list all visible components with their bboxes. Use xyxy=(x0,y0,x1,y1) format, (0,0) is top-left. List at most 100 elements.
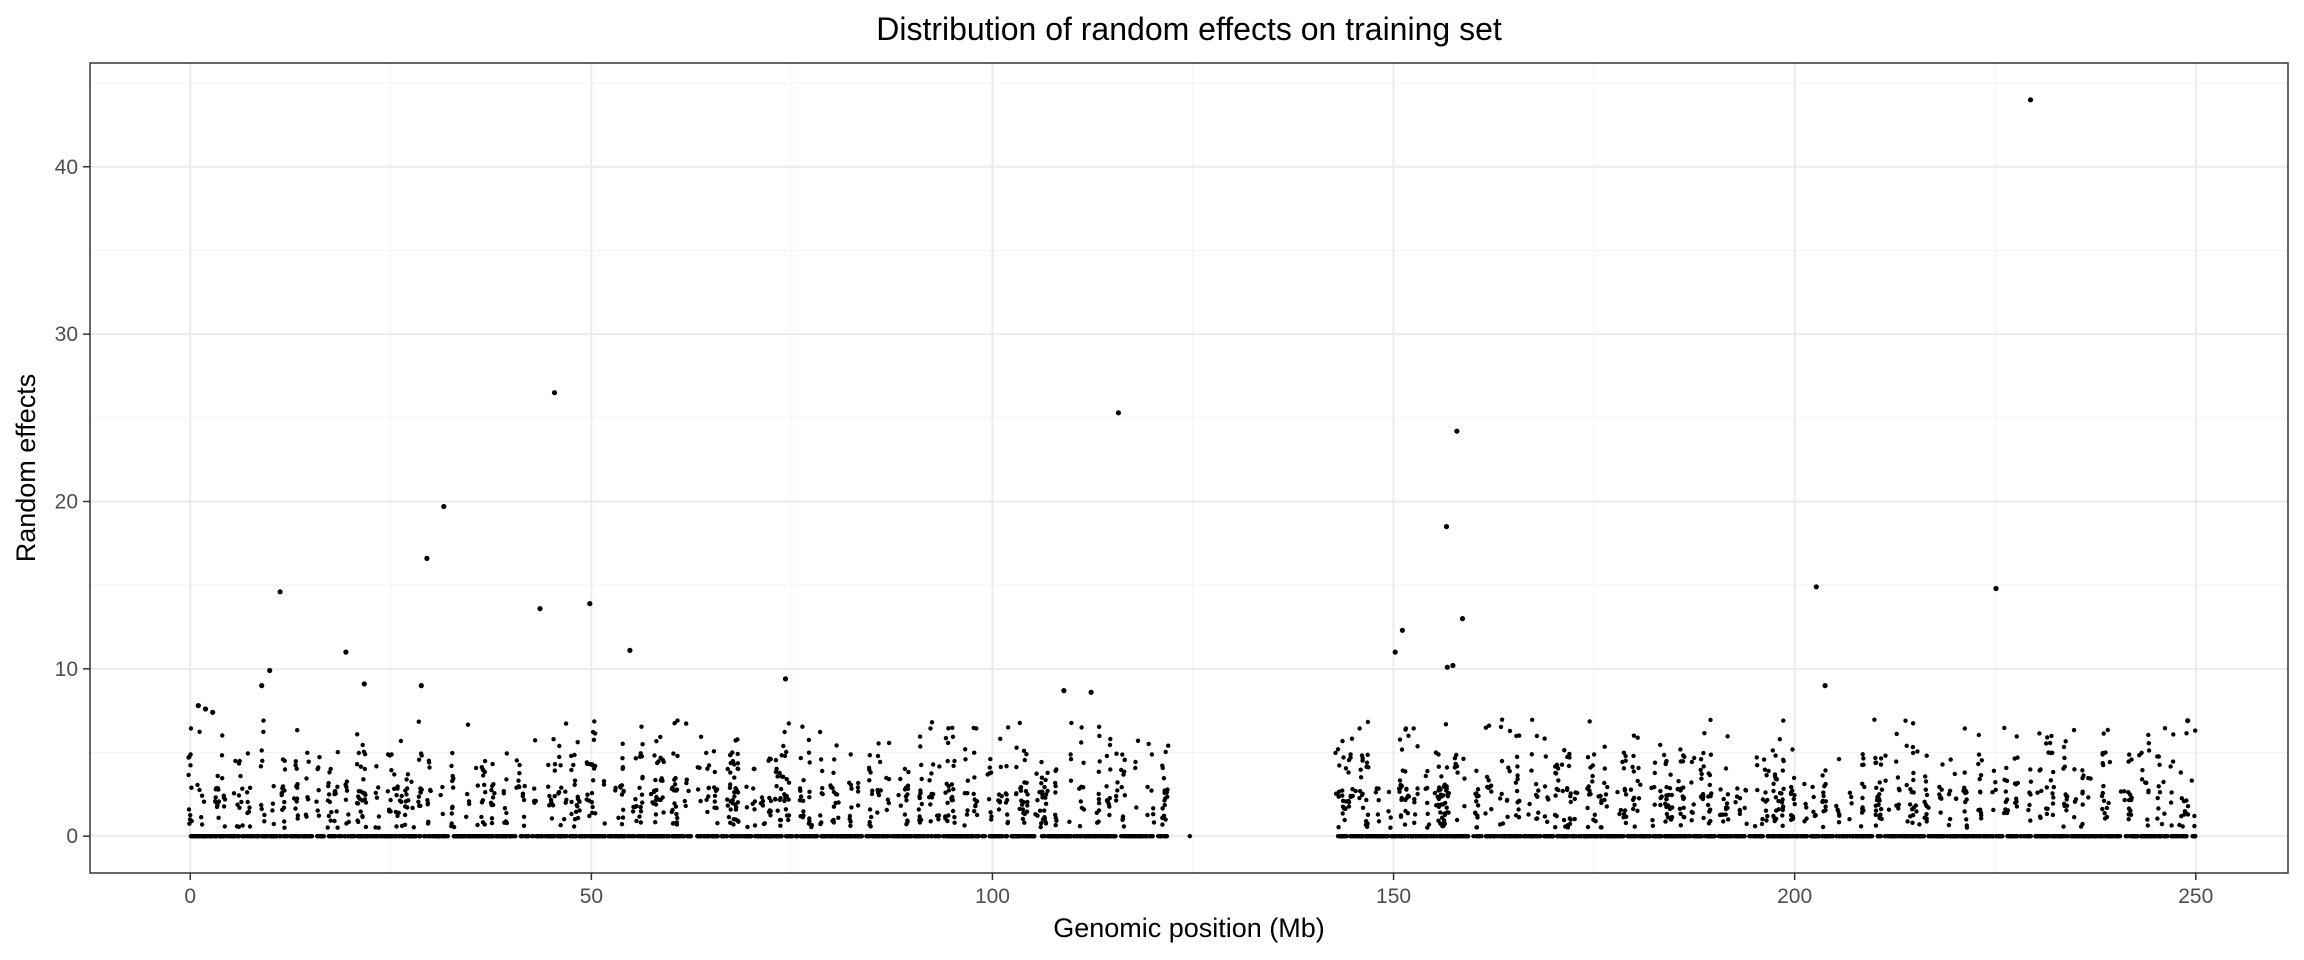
data-point xyxy=(2086,834,2091,839)
data-point xyxy=(389,768,394,773)
data-point xyxy=(1847,817,1852,822)
data-point xyxy=(1721,796,1726,802)
data-point xyxy=(1709,791,1714,796)
data-point xyxy=(504,820,510,826)
data-point xyxy=(280,757,286,762)
data-point xyxy=(1024,752,1029,757)
data-point xyxy=(305,797,311,802)
data-point xyxy=(902,766,908,772)
data-point xyxy=(602,821,607,826)
data-point xyxy=(1349,834,1354,839)
data-point xyxy=(346,819,351,825)
data-point xyxy=(842,834,847,839)
data-point xyxy=(633,756,638,761)
data-point xyxy=(1766,768,1771,774)
outlier-point xyxy=(1115,410,1121,416)
data-point xyxy=(950,797,955,803)
data-point xyxy=(1097,733,1102,739)
data-point xyxy=(1500,821,1506,826)
data-point xyxy=(1151,820,1157,825)
data-point xyxy=(2050,791,2055,796)
data-point xyxy=(465,722,471,727)
data-point xyxy=(782,753,788,759)
data-point xyxy=(1388,834,1394,839)
data-point xyxy=(1005,812,1010,817)
data-point xyxy=(199,834,205,839)
data-point xyxy=(674,811,679,817)
data-point xyxy=(618,785,623,790)
data-point xyxy=(972,809,977,814)
data-point xyxy=(441,834,446,839)
data-point xyxy=(2184,798,2189,803)
outlier-point xyxy=(343,649,349,655)
data-point xyxy=(1993,780,1998,785)
data-point xyxy=(1514,754,1520,759)
data-point xyxy=(998,764,1003,770)
data-point xyxy=(2159,821,2165,827)
data-point xyxy=(1928,834,1933,839)
data-point xyxy=(1661,752,1667,758)
data-point xyxy=(1568,794,1573,799)
data-point xyxy=(356,819,361,825)
data-point xyxy=(965,808,970,813)
data-point xyxy=(654,787,659,793)
data-point xyxy=(1474,768,1479,773)
data-point xyxy=(1823,799,1829,804)
data-point xyxy=(652,753,657,758)
data-point xyxy=(325,798,331,803)
data-point xyxy=(329,810,334,815)
data-point xyxy=(973,834,979,839)
data-point xyxy=(1623,820,1629,826)
data-point xyxy=(428,788,433,794)
data-point xyxy=(569,799,574,805)
data-point xyxy=(186,807,192,812)
data-point xyxy=(1636,765,1641,771)
data-point xyxy=(1053,823,1058,828)
data-point xyxy=(1923,779,1929,784)
data-point xyxy=(1760,816,1765,822)
data-point xyxy=(2050,812,2056,818)
data-point xyxy=(348,834,354,839)
data-point xyxy=(2185,804,2191,809)
data-point xyxy=(1939,787,1944,792)
data-point xyxy=(754,834,760,839)
data-point xyxy=(653,812,659,817)
data-point xyxy=(611,834,617,839)
data-point xyxy=(262,812,267,818)
data-point xyxy=(364,834,369,839)
data-point xyxy=(188,812,193,818)
data-point xyxy=(358,809,363,814)
data-point xyxy=(2080,768,2085,773)
data-point xyxy=(864,834,869,839)
data-point xyxy=(2051,784,2056,790)
outlier-point xyxy=(1399,627,1405,633)
data-point xyxy=(551,834,557,839)
data-point xyxy=(2044,741,2049,746)
data-point xyxy=(2024,834,2030,839)
data-point xyxy=(569,811,574,817)
data-point xyxy=(982,834,987,839)
data-point xyxy=(521,797,527,803)
data-point xyxy=(1473,811,1478,816)
data-point xyxy=(1033,812,1038,817)
data-point xyxy=(1923,802,1929,807)
data-point xyxy=(1045,788,1050,794)
data-point xyxy=(1991,807,1996,813)
data-point xyxy=(1903,834,1908,839)
data-point xyxy=(1017,720,1022,726)
data-point xyxy=(1837,813,1842,818)
data-point xyxy=(388,797,393,803)
data-point xyxy=(720,834,725,839)
outlier-point xyxy=(210,709,216,715)
data-point xyxy=(2138,834,2144,839)
data-point xyxy=(867,778,872,783)
data-point xyxy=(1546,797,1551,802)
data-point xyxy=(1042,816,1048,821)
data-point xyxy=(781,743,786,749)
data-point xyxy=(1780,768,1786,773)
data-point xyxy=(1461,756,1466,761)
data-point xyxy=(326,813,331,819)
data-point xyxy=(1340,811,1345,816)
data-point xyxy=(1471,834,1476,839)
data-point xyxy=(988,756,993,762)
